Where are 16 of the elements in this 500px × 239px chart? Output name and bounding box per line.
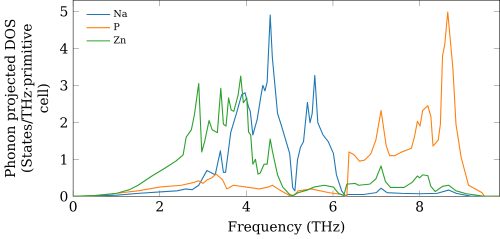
y-tick-label: 2 [60, 117, 67, 128]
y-tick-label: 5 [60, 6, 68, 16]
x-tick-label: 0 [70, 201, 77, 212]
y-tick-label: 1 [61, 154, 66, 164]
x-tick-label: 2 [156, 201, 163, 212]
x-tick-label: 6 [330, 201, 336, 212]
y-axis-title: Phonon projected DOS (States/THz·primitive cell) [4, 20, 50, 178]
x-tick-label: 8 [416, 201, 424, 212]
y-tick-label: 4 [60, 43, 68, 54]
y-tick-label: 0 [60, 191, 68, 202]
legend-label: Zn [114, 36, 126, 44]
legend-label: Na [114, 10, 128, 18]
x-axis-title: Frequency (THz) [228, 220, 344, 234]
x-tick-label: 4 [242, 201, 250, 212]
y-tick-label: 3 [60, 80, 68, 91]
legend-label: P [114, 23, 120, 30]
